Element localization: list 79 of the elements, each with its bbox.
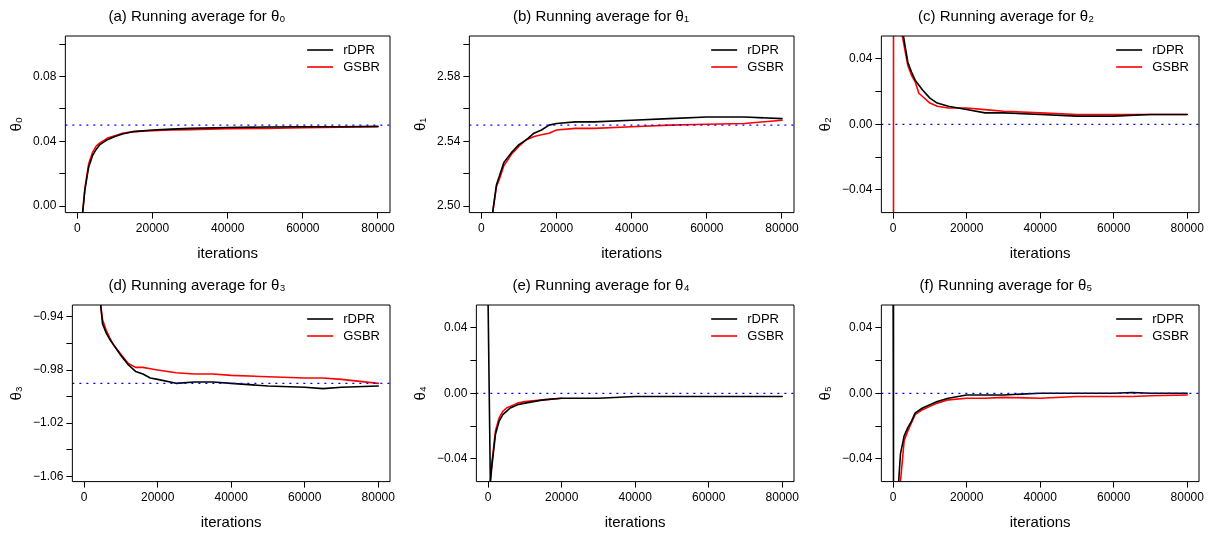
x-tick-label: 40000 [618, 490, 653, 505]
legend-label: rDPR [1152, 310, 1184, 326]
legend-label: GSBR [747, 327, 784, 343]
x-tick-label: 0 [889, 490, 897, 505]
y-tick-label: 2.50 [437, 198, 461, 213]
x-tick-label: 80000 [361, 221, 395, 236]
y-tick-label: 2.54 [437, 133, 461, 148]
x-tick-label: 0 [484, 490, 492, 505]
x-tick-label: 20000 [949, 490, 984, 505]
legend-label: GSBR [747, 58, 784, 74]
x-tick-label: 20000 [140, 490, 175, 505]
x-tick-label: 60000 [286, 221, 320, 236]
y-tick-label: −1.02 [32, 415, 64, 430]
x-tick-label: 0 [478, 221, 486, 236]
legend-label: rDPR [343, 41, 375, 57]
y-tick-label: −0.04 [841, 451, 873, 466]
legend-label: rDPR [747, 41, 779, 57]
chart-title: (a) Running average for θ₀ [108, 7, 286, 25]
x-tick-label: 40000 [210, 221, 245, 236]
x-tick-label: 60000 [1097, 490, 1131, 505]
x-tick-label: 20000 [539, 221, 574, 236]
y-tick-label: 0.00 [849, 116, 873, 131]
x-tick-label: 80000 [361, 490, 396, 505]
x-axis-title: iterations [601, 244, 663, 262]
x-axis-title: iterations [200, 513, 262, 531]
y-axis-title: θ₁ [411, 117, 429, 131]
y-tick-label: 0.08 [33, 68, 57, 83]
x-tick-label: 60000 [1097, 221, 1131, 236]
y-axis-title: θ₂ [816, 117, 834, 132]
y-tick-label: −0.98 [32, 362, 64, 377]
y-axis-title: θ₄ [411, 386, 429, 401]
x-tick-label: 40000 [214, 490, 249, 505]
y-tick-label: 0.00 [444, 385, 468, 400]
y-tick-label: 0.04 [444, 320, 468, 335]
y-tick-label: −0.04 [436, 451, 468, 466]
chart-title: (e) Running average for θ₄ [512, 276, 690, 294]
y-axis-title: θ₅ [816, 386, 834, 401]
chart-title: (b) Running average for θ₁ [513, 7, 689, 25]
x-tick-label: 60000 [692, 490, 726, 505]
x-tick-label: 40000 [1023, 221, 1058, 236]
chart-title: (c) Running average for θ₂ [918, 7, 1095, 25]
x-tick-label: 20000 [135, 221, 170, 236]
chart-title: (d) Running average for θ₃ [108, 276, 286, 294]
y-axis-title: θ₃ [7, 386, 25, 401]
y-tick-label: 0.04 [849, 320, 873, 335]
x-tick-label: 0 [80, 490, 88, 505]
x-tick-label: 20000 [949, 221, 984, 236]
y-tick-label: −0.94 [32, 309, 64, 324]
x-axis-title: iterations [1009, 244, 1071, 262]
legend-label: GSBR [343, 327, 380, 343]
x-axis-title: iterations [197, 244, 259, 262]
legend-label: rDPR [343, 310, 375, 326]
y-axis-title: θ₀ [7, 117, 25, 132]
x-tick-label: 80000 [765, 221, 799, 236]
y-tick-label: −0.04 [841, 182, 873, 197]
x-axis-title: iterations [604, 513, 666, 531]
x-tick-label: 80000 [765, 490, 800, 505]
y-tick-label: 0.00 [33, 198, 57, 213]
y-tick-label: 0.00 [849, 385, 873, 400]
x-tick-label: 20000 [544, 490, 579, 505]
legend-label: rDPR [1152, 41, 1184, 57]
legend-label: GSBR [1152, 58, 1189, 74]
x-tick-label: 80000 [1170, 221, 1205, 236]
legend-label: rDPR [747, 310, 779, 326]
y-tick-label: 2.58 [437, 68, 461, 83]
x-tick-label: 60000 [690, 221, 724, 236]
legend-label: GSBR [1152, 327, 1189, 343]
x-axis-title: iterations [1009, 513, 1071, 531]
y-tick-label: 0.04 [849, 51, 873, 66]
legend-label: GSBR [343, 58, 380, 74]
x-tick-label: 0 [889, 221, 897, 236]
y-tick-label: −1.06 [32, 468, 64, 483]
x-tick-label: 0 [74, 221, 82, 236]
y-tick-label: 0.04 [33, 133, 57, 148]
x-tick-label: 80000 [1170, 490, 1205, 505]
x-tick-label: 60000 [288, 490, 322, 505]
x-tick-label: 40000 [1023, 490, 1058, 505]
x-tick-label: 40000 [614, 221, 649, 236]
chart-title: (f) Running average for θ₅ [919, 276, 1093, 294]
